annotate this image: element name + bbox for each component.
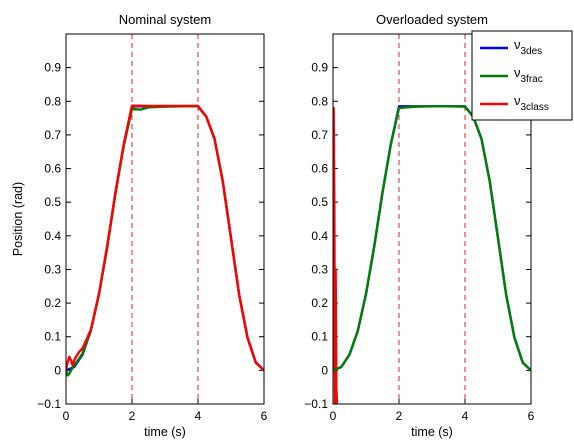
series-line-2 xyxy=(333,105,531,372)
x-tick-label: 6 xyxy=(528,409,535,423)
y-tick-label: 0.2 xyxy=(311,296,328,310)
legend-label: ν3class xyxy=(514,93,549,113)
y-tick-label: 0.3 xyxy=(44,262,61,276)
x-axis-label: time (s) xyxy=(144,425,186,439)
legend-symbol: ν xyxy=(514,65,521,80)
x-tick-label: 6 xyxy=(261,409,268,423)
series-line-0 xyxy=(333,106,339,404)
plot-content xyxy=(66,34,264,404)
x-tick-label: 4 xyxy=(462,409,469,423)
plot-area xyxy=(66,34,264,404)
plot-content xyxy=(333,34,531,404)
y-tick-label: 0.9 xyxy=(311,61,328,75)
axes-frame xyxy=(65,33,265,405)
legend-label: ν3des xyxy=(514,37,542,57)
y-tick-label: 0.9 xyxy=(44,61,61,75)
y-tick-label: 0.6 xyxy=(44,162,61,176)
y-tick-label: 0.6 xyxy=(311,162,328,176)
y-tick-label: −0.1 xyxy=(37,397,61,411)
y-tick-label: 0.1 xyxy=(311,330,328,344)
legend-subscript: 3frac xyxy=(521,74,543,85)
y-tick-label: 0.4 xyxy=(311,229,328,243)
y-tick-label: 0.2 xyxy=(44,296,61,310)
x-axis-label: time (s) xyxy=(411,425,453,439)
y-tick-label: 0.3 xyxy=(311,262,328,276)
y-tick-label: 0 xyxy=(54,363,61,377)
legend-subscript: 3des xyxy=(521,46,543,57)
legend-label: ν3frac xyxy=(514,65,543,85)
y-tick-label: 0.4 xyxy=(44,229,61,243)
y-tick-label: 0.8 xyxy=(311,94,328,108)
x-tick-label: 2 xyxy=(396,409,403,423)
chart-title: Overloaded system xyxy=(376,12,488,27)
y-tick-label: 0 xyxy=(321,363,328,377)
legend-symbol: ν xyxy=(514,93,521,108)
y-tick-label: 0.5 xyxy=(44,195,61,209)
legend-symbol: ν xyxy=(514,37,521,52)
chart-title: Nominal system xyxy=(119,12,211,27)
y-axis-label: Position (rad) xyxy=(11,182,25,256)
y-tick-label: 0.5 xyxy=(311,195,328,209)
y-tick-label: 0.8 xyxy=(44,94,61,108)
y-tick-label: 0.7 xyxy=(44,128,61,142)
legend-subscript: 3class xyxy=(521,102,549,113)
axes-frame xyxy=(332,33,532,405)
y-tick-label: 0.7 xyxy=(311,128,328,142)
x-tick-label: 4 xyxy=(195,409,202,423)
x-tick-label: 0 xyxy=(330,409,337,423)
y-tick-label: 0.1 xyxy=(44,330,61,344)
x-tick-label: 2 xyxy=(129,409,136,423)
series-line-2 xyxy=(66,104,264,372)
y-tick-label: −0.1 xyxy=(304,397,328,411)
x-tick-label: 0 xyxy=(63,409,70,423)
